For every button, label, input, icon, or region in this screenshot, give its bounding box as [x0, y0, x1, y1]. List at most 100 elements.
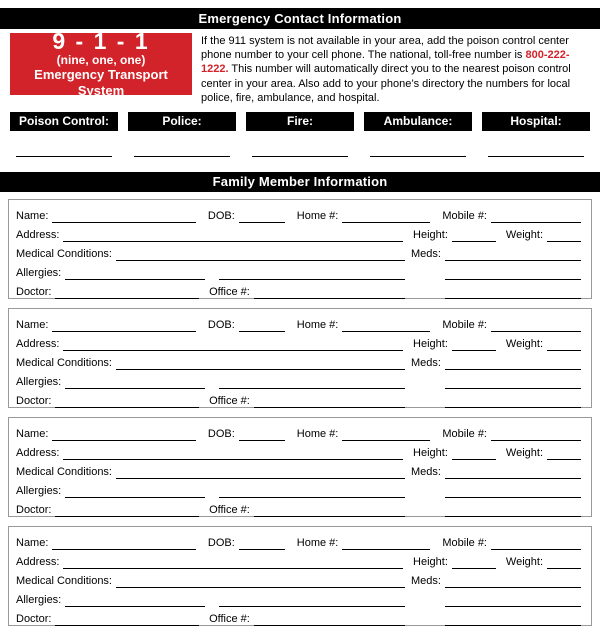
911-caption: Emergency Transport System: [34, 67, 168, 98]
height-blank-line: [451, 448, 496, 461]
member-row-name: Name: DOB: Home #: Mobile #:: [16, 422, 581, 442]
address-label: Address:: [16, 556, 60, 569]
emergency-contacts-row: Poison Control: Police: Fire: Ambulance:…: [10, 112, 590, 132]
emergency-info-section: 9 - 1 - 1 (nine, one, one) Emergency Tra…: [10, 29, 590, 105]
weight-label: Weight:: [505, 447, 543, 460]
meds-continuation-line-2: [445, 396, 581, 409]
paragraph-text-after: This number will automatically direct yo…: [201, 63, 571, 104]
contact-label-police: Police:: [128, 112, 236, 132]
ambulance-blank-line: [370, 144, 466, 158]
home-phone-blank-line: [342, 538, 431, 551]
meds-blank-line: [444, 249, 581, 262]
member-row-medical: Medical Conditions: Meds:: [16, 460, 581, 480]
medical-conditions-blank-line: [116, 576, 405, 589]
weight-blank-line: [547, 557, 581, 570]
mobile-phone-blank-line: [491, 429, 581, 442]
dob-label: DOB:: [207, 428, 235, 441]
height-blank-line: [451, 230, 496, 243]
office-phone-label: Office #:: [209, 286, 250, 299]
allergies-blank-line: [65, 377, 205, 390]
911-number: 9 - 1 - 1: [52, 28, 150, 54]
dob-label: DOB:: [207, 319, 235, 332]
family-members: Name: DOB: Home #: Mobile #: Address: He…: [0, 199, 600, 627]
height-label: Height:: [413, 229, 448, 242]
contact-label-poison-control: Poison Control:: [10, 112, 118, 132]
member-row-address: Address: Height: Weight:: [16, 550, 581, 570]
medical-conditions-label: Medical Conditions:: [16, 575, 112, 588]
allergies-label: Allergies:: [16, 485, 62, 498]
height-label: Height:: [413, 338, 448, 351]
member-row-address: Address: Height: Weight:: [16, 223, 581, 243]
office-phone-label: Office #:: [209, 504, 250, 517]
member-row-allergies: Allergies:: [16, 479, 581, 499]
name-blank-line: [52, 538, 196, 551]
weight-label: Weight:: [505, 229, 543, 242]
office-phone-blank-line: [253, 287, 405, 300]
allergies-blank-line-2: [218, 486, 405, 499]
home-phone-label: Home #:: [296, 537, 339, 550]
meds-continuation-line: [445, 268, 581, 281]
meds-label: Meds:: [411, 248, 441, 261]
height-label: Height:: [413, 447, 448, 460]
home-phone-label: Home #:: [296, 319, 339, 332]
allergies-blank-line: [65, 595, 205, 608]
911-words: (nine, one, one): [56, 53, 146, 67]
poison-control-phone-number: 800-222-1222.: [201, 49, 570, 76]
office-phone-blank-line: [253, 396, 405, 409]
doctor-blank-line: [55, 287, 200, 300]
dob-blank-line: [238, 429, 285, 442]
member-row-name: Name: DOB: Home #: Mobile #:: [16, 531, 581, 551]
home-phone-blank-line: [342, 211, 431, 224]
office-phone-blank-line: [253, 614, 405, 627]
name-label: Name:: [16, 319, 49, 332]
home-phone-blank-line: [342, 320, 431, 333]
meds-continuation-line: [445, 377, 581, 390]
medical-conditions-blank-line: [116, 467, 405, 480]
address-blank-line: [63, 230, 404, 243]
mobile-phone-blank-line: [491, 320, 581, 333]
meds-continuation-line-2: [445, 614, 581, 627]
meds-continuation-line-2: [445, 287, 581, 300]
meds-continuation-line: [445, 486, 581, 499]
member-row-name: Name: DOB: Home #: Mobile #:: [16, 313, 581, 333]
member-row-doctor: Doctor: Office #:: [16, 389, 581, 409]
member-row-doctor: Doctor: Office #:: [16, 280, 581, 300]
page: Emergency Contact Information 9 - 1 - 1 …: [0, 8, 600, 627]
office-phone-blank-line: [253, 505, 405, 518]
member-row-allergies: Allergies:: [16, 261, 581, 281]
contact-label-fire: Fire:: [246, 112, 354, 132]
address-label: Address:: [16, 447, 60, 460]
height-label: Height:: [413, 556, 448, 569]
doctor-label: Doctor:: [16, 613, 52, 626]
dob-label: DOB:: [207, 210, 235, 223]
allergies-label: Allergies:: [16, 376, 62, 389]
911-badge: 9 - 1 - 1 (nine, one, one) Emergency Tra…: [10, 29, 192, 98]
dob-blank-line: [238, 320, 285, 333]
mobile-phone-label: Mobile #:: [442, 537, 487, 550]
doctor-label: Doctor:: [16, 395, 52, 408]
emergency-contacts-blank-lines: [10, 144, 590, 158]
allergies-label: Allergies:: [16, 594, 62, 607]
doctor-label: Doctor:: [16, 286, 52, 299]
mobile-phone-blank-line: [491, 538, 581, 551]
weight-blank-line: [547, 339, 581, 352]
address-blank-line: [63, 448, 404, 461]
medical-conditions-blank-line: [116, 358, 405, 371]
weight-label: Weight:: [505, 556, 543, 569]
height-blank-line: [451, 339, 496, 352]
office-phone-label: Office #:: [209, 613, 250, 626]
address-blank-line: [63, 339, 404, 352]
meds-continuation-line: [445, 595, 581, 608]
home-phone-label: Home #:: [296, 210, 339, 223]
meds-blank-line: [444, 467, 581, 480]
poison-control-blank-line: [16, 144, 112, 158]
member-row-address: Address: Height: Weight:: [16, 332, 581, 352]
page-title: Emergency Contact Information: [0, 8, 600, 29]
member-row-medical: Medical Conditions: Meds:: [16, 569, 581, 589]
member-row-allergies: Allergies:: [16, 588, 581, 608]
meds-blank-line: [444, 576, 581, 589]
meds-label: Meds:: [411, 575, 441, 588]
allergies-blank-line-2: [218, 377, 405, 390]
mobile-phone-label: Mobile #:: [442, 319, 487, 332]
meds-continuation-line-2: [445, 505, 581, 518]
